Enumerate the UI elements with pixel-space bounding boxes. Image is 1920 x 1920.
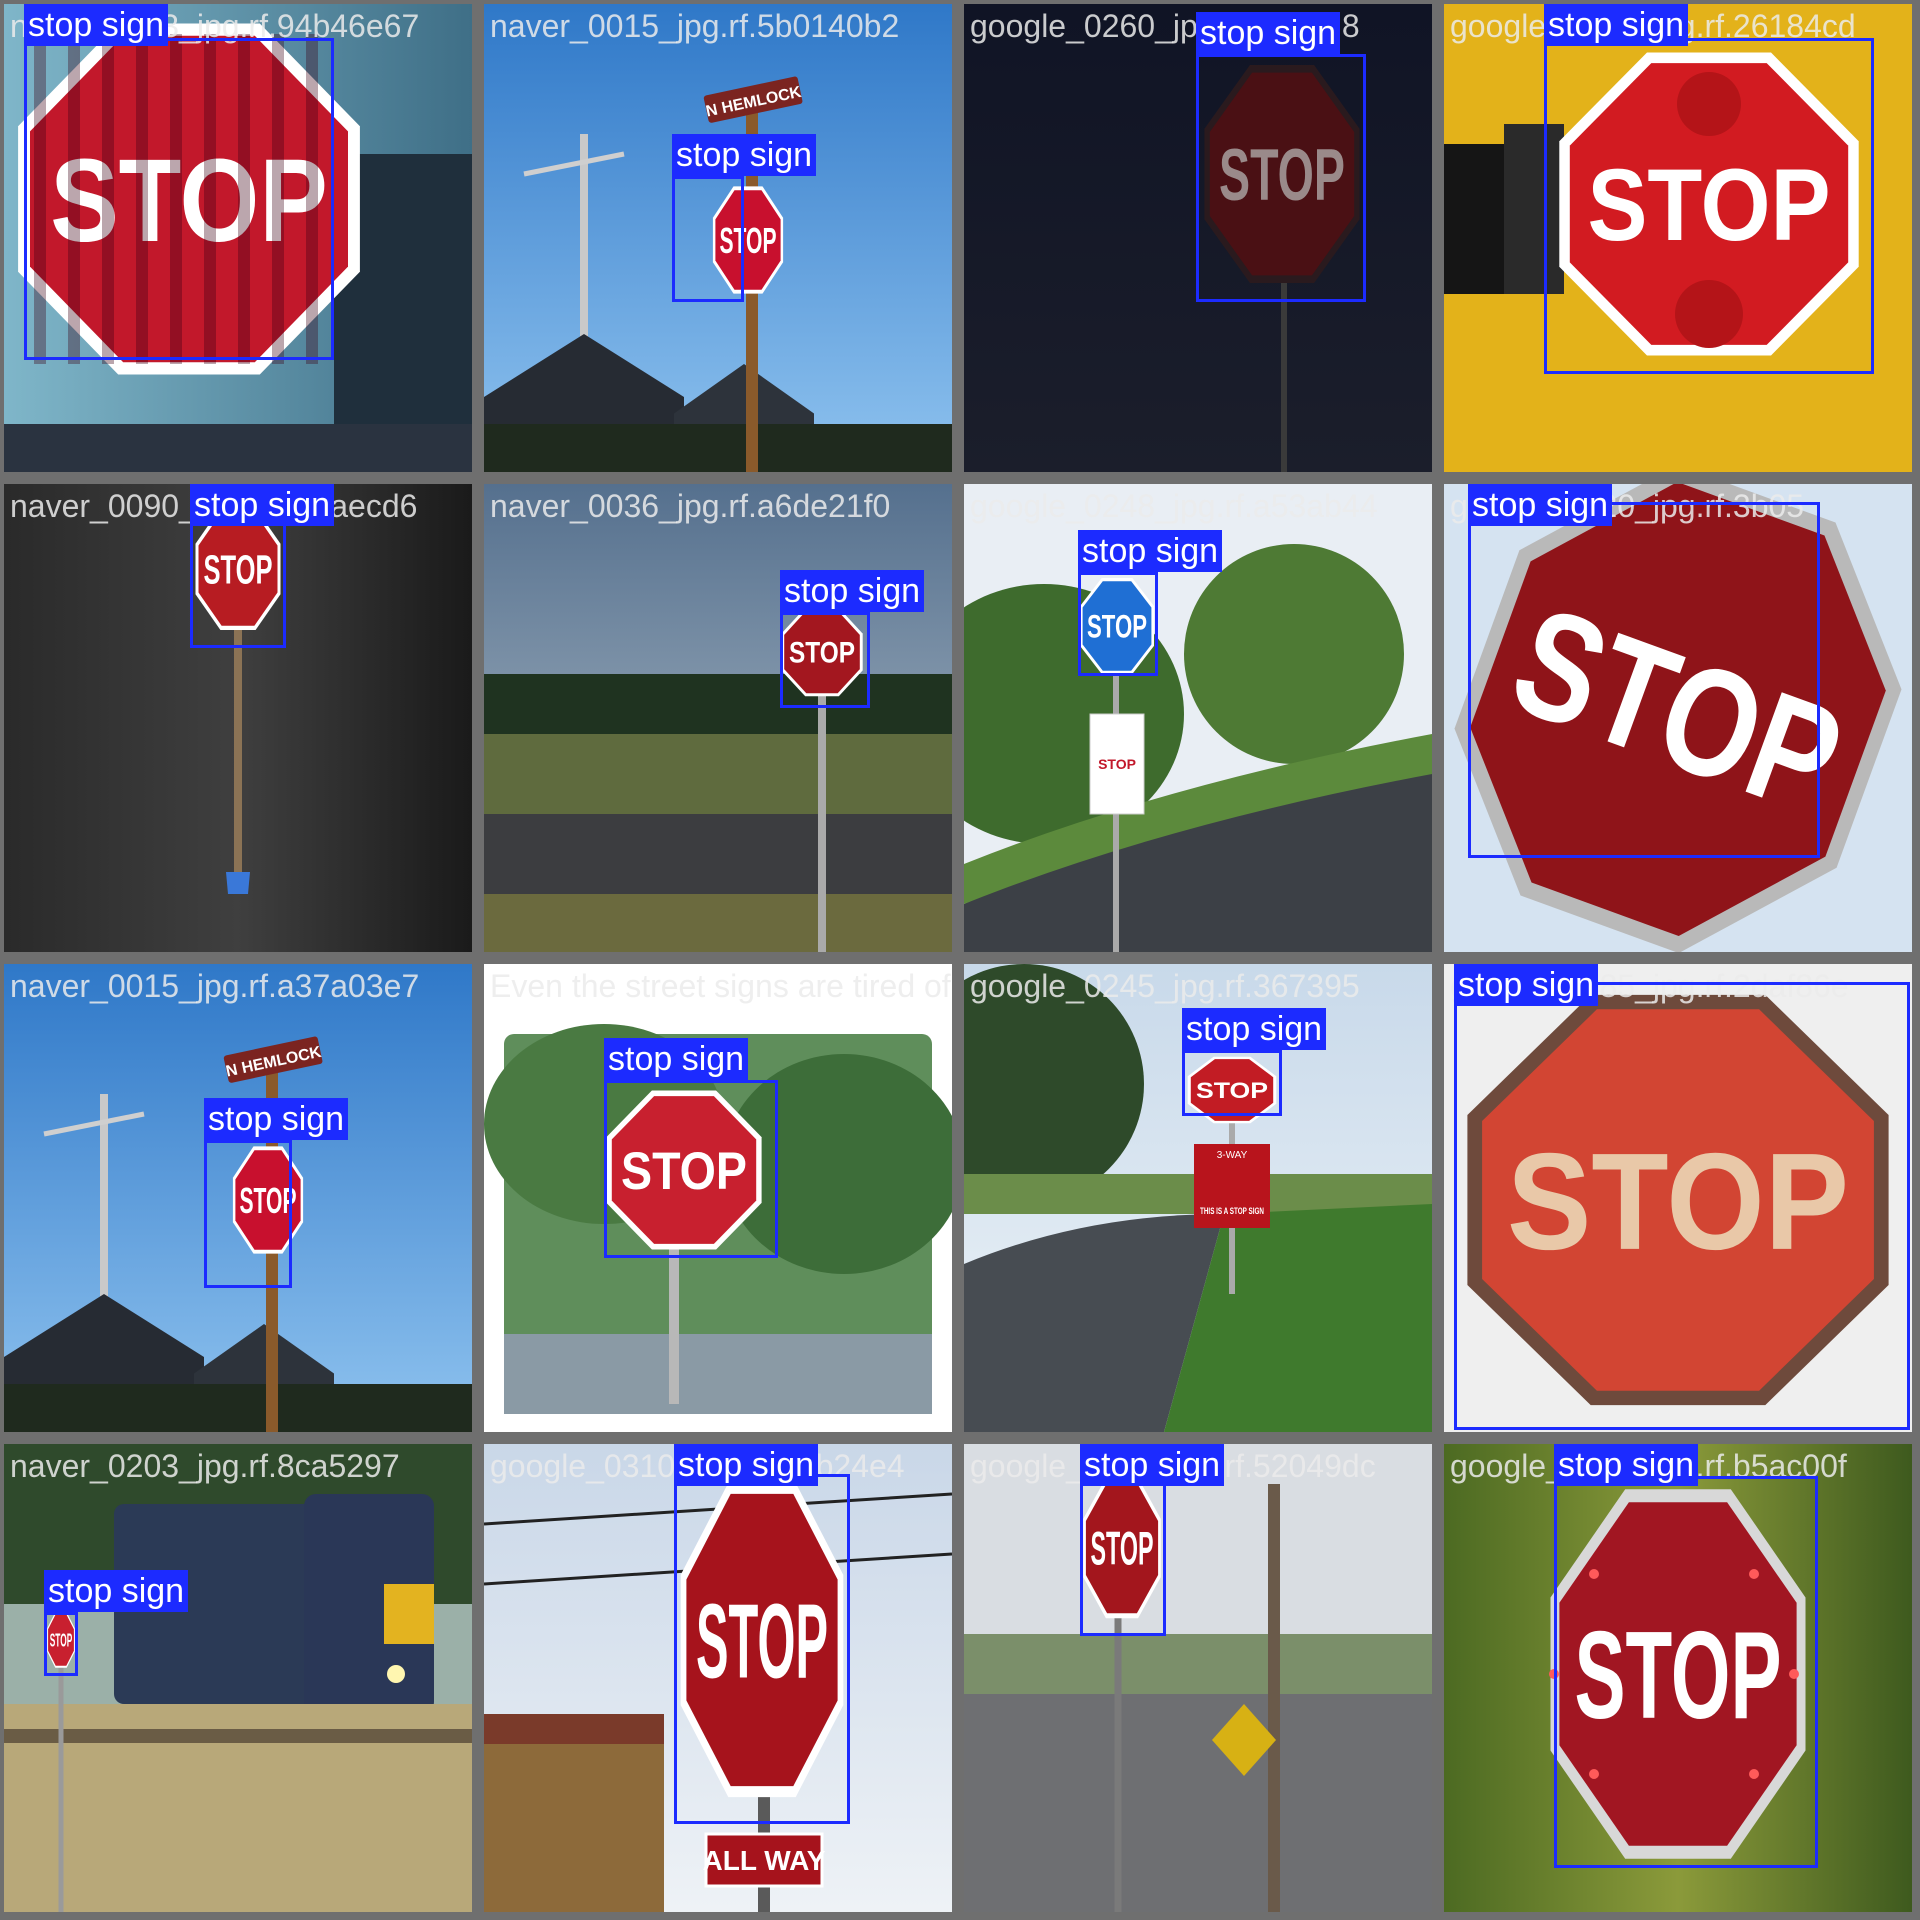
detection-label: stop sign bbox=[1078, 530, 1223, 572]
scene-image: STOP bbox=[1444, 1444, 1912, 1912]
sign-text: STOP bbox=[1588, 148, 1831, 262]
bounding-box bbox=[1182, 1050, 1282, 1116]
stop-sign-graphic: STOP bbox=[1080, 578, 1154, 674]
scene-image: STOP ALL WAY bbox=[484, 1444, 952, 1912]
detection-tile: N HEMLOCK STOP naver_0015_jpg.rf.5b0140b2 s… bbox=[484, 4, 952, 472]
detection-tile: STOP naver_0023_jpg.rf.94b46e67 stop sign bbox=[4, 4, 472, 472]
sub-sign-top-text: 3-WAY bbox=[1217, 1150, 1248, 1161]
scene-image: STOP bbox=[4, 484, 472, 952]
bounding-box bbox=[1196, 54, 1366, 302]
stop-sign-graphic: STOP bbox=[1083, 1477, 1161, 1619]
detection-label: stop sign bbox=[1080, 1444, 1225, 1486]
sub-sign-text: ALL WAY bbox=[703, 1845, 826, 1876]
bounding-box bbox=[674, 1474, 850, 1824]
stop-sign-graphic: STOP bbox=[1467, 994, 1889, 1406]
stop-sign-graphic: STOP bbox=[712, 186, 784, 294]
detection-tile: STOP 3-WAY THIS IS A STOP SIGN google_0245_… bbox=[964, 964, 1432, 1432]
scene-image: STOP bbox=[4, 1444, 472, 1912]
sign-text: STOP bbox=[1575, 1607, 1782, 1745]
sign-text: STOP bbox=[696, 1583, 828, 1700]
detection-tile: STOP google_0260_jpg.rf.1d00d8 stop sign bbox=[964, 4, 1432, 472]
sign-text: STOP bbox=[1196, 1078, 1268, 1103]
stop-sign-graphic: STOP bbox=[47, 1612, 75, 1668]
stop-sign-graphic: STOP bbox=[1559, 52, 1859, 356]
detection-label: stop sign bbox=[672, 134, 817, 176]
bounding-box bbox=[190, 508, 286, 648]
sign-text: STOP bbox=[1219, 134, 1345, 216]
sign-text: STOP bbox=[1087, 608, 1147, 644]
detection-label: stop sign bbox=[190, 484, 335, 526]
detection-label: stop sign bbox=[604, 1038, 749, 1080]
scene-image: STOP bbox=[1444, 964, 1912, 1432]
bounding-box bbox=[780, 612, 870, 708]
detection-label: stop sign bbox=[1544, 4, 1689, 46]
scene-image: STOP bbox=[484, 484, 952, 952]
sign-text: STOP bbox=[621, 1142, 747, 1201]
bounding-box bbox=[24, 38, 334, 360]
detection-tile: STOP google_0085_jpg.rf.2daf86e stop sign bbox=[1444, 964, 1912, 1432]
stop-sign-graphic: STOP bbox=[1187, 1056, 1277, 1124]
bounding-box bbox=[204, 1140, 292, 1288]
bounding-box bbox=[672, 176, 744, 302]
detection-label: stop sign bbox=[1468, 484, 1613, 526]
bounding-box bbox=[604, 1080, 778, 1258]
scene-image: STOP bbox=[1444, 484, 1912, 952]
scene-image: STOP bbox=[4, 4, 472, 472]
sub-sign-text: THIS IS A STOP SIGN bbox=[1200, 1206, 1264, 1216]
detection-tile: STOP naver_0203_jpg.rf.8ca5297 stop sign bbox=[4, 1444, 472, 1912]
bounding-box bbox=[1078, 572, 1158, 676]
scene-image: STOP bbox=[484, 964, 952, 1432]
detection-label: stop sign bbox=[24, 4, 169, 46]
bounding-box bbox=[1554, 1476, 1818, 1868]
sign-text: STOP bbox=[50, 1630, 73, 1651]
detection-label: stop sign bbox=[780, 570, 925, 612]
sign-text: STOP bbox=[204, 547, 273, 593]
sign-text: STOP bbox=[50, 134, 328, 266]
scene-image: STOP bbox=[964, 1444, 1432, 1912]
detection-tile: STOP naver_0036_jpg.rf.a6de21f0 stop sign bbox=[484, 484, 952, 952]
sign-text: STOP bbox=[789, 637, 855, 670]
sub-sign-text: STOP bbox=[1098, 756, 1136, 772]
detection-tile: STOP STOP google_0248_jpg.rf.a53ab44 stop s… bbox=[964, 484, 1432, 952]
stop-sign-graphic: STOP bbox=[1204, 65, 1360, 283]
bounding-box bbox=[1080, 1482, 1166, 1636]
bounding-box bbox=[1468, 502, 1820, 858]
sign-text: STOP bbox=[1507, 1125, 1849, 1279]
detection-label: stop sign bbox=[1454, 964, 1599, 1006]
stop-sign-graphic: STOP bbox=[18, 23, 360, 375]
detection-tile: N HEMLOCK STOP naver_0015_jpg.rf.a37a03e7 s… bbox=[4, 964, 472, 1432]
detection-tile: STOP google_0220_jpg.rf.3b05 stop sign bbox=[1444, 484, 1912, 952]
stop-sign-graphic: STOP bbox=[195, 508, 281, 630]
detection-label: stop sign bbox=[1196, 12, 1341, 54]
stop-sign-graphic: STOP bbox=[1550, 1489, 1806, 1859]
bounding-box bbox=[1544, 38, 1874, 374]
bounding-box bbox=[44, 1612, 78, 1676]
stop-sign-graphic: STOP bbox=[232, 1146, 304, 1254]
sign-text: STOP bbox=[1091, 1522, 1154, 1575]
sign-text: STOP bbox=[720, 220, 777, 261]
stop-sign-graphic: STOP bbox=[606, 1090, 762, 1250]
sign-text: STOP bbox=[240, 1180, 297, 1221]
stop-sign-graphic: STOP bbox=[680, 1482, 844, 1798]
detection-label: stop sign bbox=[1182, 1008, 1327, 1050]
detection-label: stop sign bbox=[674, 1444, 819, 1486]
stop-sign-graphic: STOP bbox=[781, 607, 863, 697]
detection-label: stop sign bbox=[1554, 1444, 1699, 1486]
detection-tile: STOP Even the street signs are tired of i… bbox=[484, 964, 952, 1432]
bounding-box bbox=[1454, 982, 1910, 1430]
detection-label: stop sign bbox=[204, 1098, 349, 1140]
scene-image: STOP bbox=[1444, 4, 1912, 472]
stop-sign-graphic: STOP bbox=[1454, 484, 1902, 952]
detection-label: stop sign bbox=[44, 1570, 189, 1612]
scene-image: STOP 3-WAY THIS IS A STOP SIGN bbox=[964, 964, 1432, 1432]
